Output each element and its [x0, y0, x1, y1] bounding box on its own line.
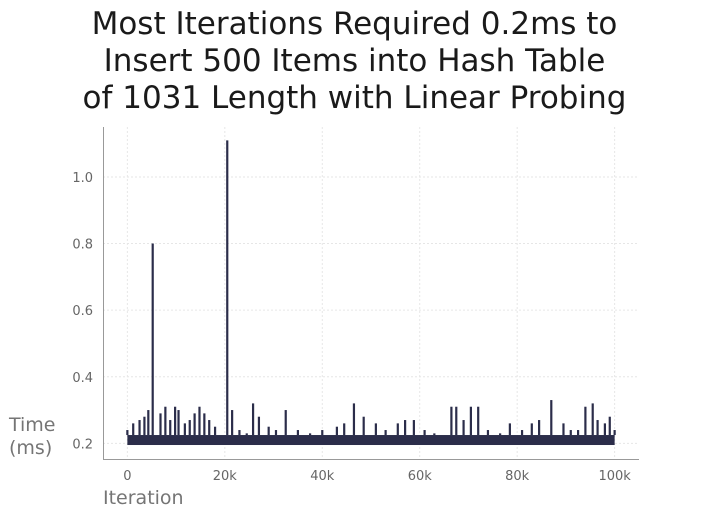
x-tick-label: 40k: [310, 469, 335, 484]
x-tick-label: 20k: [213, 469, 238, 484]
chart-title-line: Most Iterations Required 0.2ms to: [91, 6, 618, 42]
chart-title-line: of 1031 Length with Linear Probing: [82, 80, 627, 116]
chart-title-line: Insert 500 Items into Hash Table: [103, 43, 606, 79]
y-axis-title: Time: [8, 414, 56, 436]
y-axis-title-unit: (ms): [9, 437, 52, 459]
x-tick-label: 80k: [505, 469, 530, 484]
y-ticks: 0.2 0.4 0.6 0.8 1.0: [72, 171, 93, 452]
y-tick-label: 1.0: [72, 171, 93, 186]
x-tick-label: 0: [123, 469, 131, 484]
grid: [103, 127, 639, 460]
series-time: [126, 140, 616, 446]
x-axis-title: Iteration: [103, 487, 184, 509]
axes: [103, 127, 639, 460]
x-tick-label: 60k: [408, 469, 433, 484]
x-tick-label: 100k: [598, 469, 631, 484]
y-tick-label: 0.2: [72, 437, 93, 452]
y-tick-label: 0.6: [72, 304, 93, 319]
y-tick-label: 0.4: [72, 371, 93, 386]
y-tick-label: 0.8: [72, 238, 93, 253]
series-baseline-band: [127, 435, 615, 446]
x-ticks: 0 20k 40k 60k 80k 100k: [123, 469, 631, 484]
chart-title: Most Iterations Required 0.2ms to Insert…: [0, 6, 709, 117]
